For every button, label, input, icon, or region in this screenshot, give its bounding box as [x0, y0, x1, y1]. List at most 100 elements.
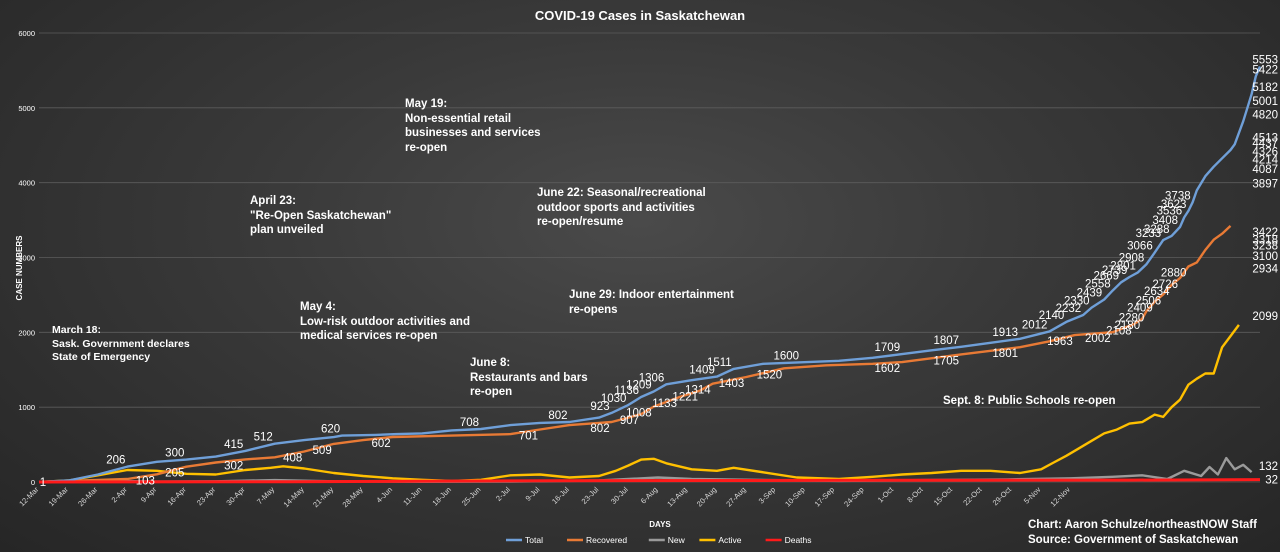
data-label-recovered: 302 [224, 460, 243, 472]
x-tick-label: 11-Jun [401, 485, 423, 507]
data-label-total: 5422 [1252, 64, 1278, 76]
x-tick-label: 13-Aug [665, 485, 688, 508]
data-label-total: 620 [321, 424, 340, 436]
data-label-total: 2232 [1056, 303, 1082, 315]
data-label-total: 3738 [1165, 190, 1191, 202]
data-label-total: 1913 [992, 327, 1018, 339]
y-tick-label: 0 [31, 478, 35, 487]
data-label-recovered: 3422 [1252, 227, 1278, 239]
annotation-june22: June 22: Seasonal/recreational outdoor s… [537, 187, 706, 228]
series-line-total [38, 66, 1262, 484]
data-label-deaths: 32 [1265, 475, 1278, 487]
data-label-recovered: 3318 [1252, 235, 1278, 247]
data-label-total: 4326 [1252, 146, 1278, 158]
data-label-recovered: 907 [620, 415, 639, 427]
data-label-total: 1306 [639, 372, 665, 384]
x-tick-label: 8-Oct [905, 484, 925, 504]
data-label-total: 5182 [1252, 82, 1278, 94]
x-tick-label: 18-Jun [430, 485, 453, 508]
data-label-total: 206 [106, 455, 125, 467]
data-label-total: 3536 [1157, 205, 1183, 217]
data-label-recovered: 1133 [652, 398, 677, 410]
x-tick-label: 2-Jul [494, 485, 512, 503]
x-tick-label: 16-Apr [165, 485, 188, 508]
annotation-march18: March 18: Sask. Government declares Stat… [52, 324, 190, 363]
credit-author: Chart: Aaron Schulze/northeastNOW Staff [1028, 519, 1257, 531]
x-tick-label: 12-Mar [17, 485, 41, 509]
data-label-recovered: 1705 [933, 355, 959, 367]
data-label-total: 415 [224, 439, 243, 451]
legend-label-new: New [668, 535, 686, 545]
data-label-total: 3897 [1252, 178, 1278, 190]
x-axis-ticks: 12-Mar 19-Mar 26-Mar 2-Apr 9-Apr 16-Apr 23-Apr… [17, 484, 1072, 509]
y-tick-label: 2000 [18, 328, 35, 337]
legend: Total Recovered New Active Deaths [506, 535, 812, 545]
x-tick-label: 10-Sep [783, 485, 806, 508]
data-label-total: 2739 [1102, 265, 1128, 277]
data-label-recovered: 2726 [1152, 279, 1178, 291]
data-label-total: 802 [548, 410, 567, 422]
x-tick-label: 21-May [311, 485, 335, 509]
data-label-recovered: 2634 [1144, 286, 1170, 298]
x-tick-label: 2-Apr [109, 485, 129, 505]
y-axis-ticks: 0 1000 2000 3000 4000 5000 6000 [18, 29, 35, 487]
x-axis-label: DAYS [649, 520, 671, 529]
data-label-recovered: 1221 [672, 392, 698, 404]
data-label-recovered: 2880 [1161, 267, 1187, 279]
x-tick-label: 3-Sep [757, 485, 778, 506]
series-line-recovered [38, 225, 1232, 484]
series-line-deaths [38, 478, 1261, 484]
data-label-total: 2801 [1110, 260, 1136, 272]
x-tick-label: 5-Nov [1022, 485, 1043, 506]
x-tick-label: 26-Mar [76, 485, 100, 509]
data-label-recovered: 1801 [992, 348, 1018, 360]
x-tick-label: 22-Oct [961, 484, 984, 507]
data-label-recovered: 509 [313, 445, 332, 457]
y-tick-label: 5000 [18, 104, 35, 113]
series-lines [38, 66, 1262, 484]
credit-source: Source: Government of Saskatchewan [1028, 534, 1239, 546]
data-label-total: 512 [254, 432, 273, 444]
y-tick-label: 4000 [18, 179, 35, 188]
chart-title: COVID-19 Cases in Saskatchewan [535, 8, 745, 23]
data-label-total: 2012 [1022, 319, 1048, 331]
x-tick-label: 4-Jun [374, 485, 394, 505]
x-tick-label: 23-Apr [195, 485, 218, 508]
annotation-may4: May 4: Low-risk outdoor activities and m… [300, 301, 470, 342]
data-label-total: 1600 [773, 350, 799, 362]
data-label-total: 3233 [1136, 228, 1162, 240]
annotation-sept8: Sept. 8: Public Schools re-open [943, 395, 1116, 407]
data-label-recovered: 1403 [719, 378, 745, 390]
data-label-total: 4820 [1252, 109, 1278, 121]
x-tick-label: 30-Apr [224, 485, 247, 508]
x-tick-label: 28-May [341, 485, 365, 509]
y-axis-label: CASE NUMBERS [15, 235, 24, 301]
annotation-june29: June 29: Indoor entertainment re-opens [569, 289, 734, 316]
data-label-total: 1511 [707, 357, 732, 369]
data-label-total: 2908 [1119, 252, 1145, 264]
data-label-recovered: 701 [519, 431, 538, 443]
data-label-recovered: 2506 [1136, 295, 1162, 307]
data-label-total: 4087 [1252, 164, 1278, 176]
data-label-recovered: 408 [283, 452, 302, 464]
data-label-recovered: 1520 [757, 369, 783, 381]
data-label-recovered: 602 [371, 438, 390, 450]
x-tick-label: 9-Apr [139, 485, 159, 505]
data-label-recovered: 1008 [626, 408, 652, 420]
data-label-total: 1030 [601, 393, 627, 405]
data-label-total: 3066 [1127, 241, 1153, 253]
x-tick-label: 19-Mar [47, 485, 71, 509]
data-label-total: 4214 [1252, 155, 1278, 167]
data-label-total: 3288 [1144, 224, 1170, 236]
x-tick-label: 15-Oct [932, 484, 955, 507]
data-label-recovered: 2002 [1085, 333, 1111, 345]
data-label-total: 300 [165, 448, 184, 460]
data-label-recovered: 2409 [1127, 303, 1153, 315]
legend-label-active: Active [718, 535, 741, 545]
x-tick-label: 24-Sep [842, 485, 865, 508]
x-tick-label: 25-Jun [460, 485, 483, 508]
data-label-total: 1136 [614, 385, 639, 397]
data-label-active: 2099 [1252, 311, 1278, 323]
y-tick-label: 3000 [18, 254, 35, 263]
x-tick-label: 16-Jul [550, 485, 571, 506]
